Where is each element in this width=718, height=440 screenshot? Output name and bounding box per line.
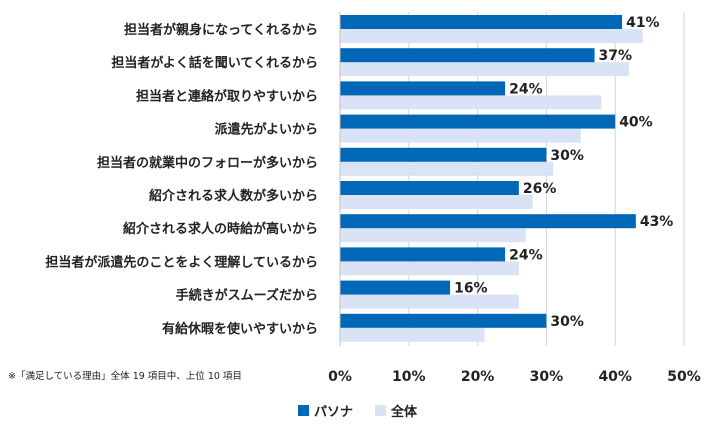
x-tick-label-0: 0% (328, 369, 352, 385)
x-tick-label-3: 30% (530, 369, 564, 385)
bar-overall-6 (340, 228, 526, 243)
bar-overall-1 (340, 62, 629, 77)
legend-swatch-pasona (298, 405, 309, 416)
chart-note: ※「満足している理由」全体 19 項目中、上位 10 項目 (8, 371, 242, 382)
value-label-pasona-2: 24% (509, 81, 543, 97)
legend-item-overall: 全体 (375, 401, 417, 420)
bar-pasona-8 (340, 280, 451, 295)
bar-pasona-0 (340, 15, 623, 29)
value-label-pasona-9: 30% (550, 314, 584, 330)
bar-pasona-1 (340, 48, 595, 63)
x-tick-label-1: 10% (392, 369, 426, 385)
category-label-2: 担当者と連絡が取りやすいから (136, 88, 318, 104)
category-label-5: 紹介される求人数が多いから (149, 188, 318, 204)
bar-overall-3 (340, 128, 581, 143)
bar-overall-9 (340, 327, 485, 342)
x-tick-label-2: 20% (461, 369, 495, 385)
category-label-9: 有給休暇を使いやすいから (162, 321, 318, 337)
legend-swatch-overall (375, 405, 387, 416)
value-label-pasona-1: 37% (599, 48, 633, 64)
legend: パソナ 全体 (298, 401, 439, 420)
category-label-7: 担当者が派遣先のことをよく理解しているから (45, 254, 318, 270)
bar-overall-5 (340, 195, 533, 209)
bar-overall-0 (340, 29, 643, 43)
bar-overall-7 (340, 261, 519, 276)
legend-label-pasona: パソナ (314, 405, 354, 420)
bar-overall-2 (340, 95, 602, 110)
x-tick-label-4: 40% (598, 369, 632, 385)
bar-pasona-5 (340, 181, 519, 195)
category-label-1: 担当者がよく話を聞いてくれるから (111, 55, 318, 71)
bar-pasona-6 (340, 214, 636, 229)
bar-overall-4 (340, 161, 554, 176)
category-label-0: 担当者が親身になってくれるから (124, 22, 318, 38)
legend-item-pasona: パソナ (298, 401, 353, 420)
bar-pasona-4 (340, 147, 547, 162)
value-label-pasona-5: 26% (523, 181, 557, 197)
value-label-pasona-8: 16% (454, 281, 488, 297)
x-tick-label-5: 50% (667, 369, 701, 385)
value-label-pasona-0: 41% (626, 15, 660, 31)
category-label-4: 担当者の就業中のフォローが多いから (97, 155, 318, 171)
value-label-pasona-7: 24% (509, 247, 543, 263)
value-label-pasona-4: 30% (550, 148, 584, 164)
bar-pasona-7 (340, 247, 506, 262)
category-label-3: 派遣先がよいから (215, 122, 318, 138)
category-label-8: 手続きがスムーズだから (176, 288, 318, 304)
bar-pasona-9 (340, 313, 547, 328)
bar-overall-8 (340, 294, 519, 309)
value-label-pasona-3: 40% (619, 115, 653, 131)
category-label-6: 紹介される求人の時給が高いから (123, 221, 318, 237)
legend-label-overall: 全体 (391, 405, 418, 420)
value-label-pasona-6: 43% (640, 214, 674, 230)
bar-pasona-2 (340, 81, 506, 96)
bar-pasona-3 (340, 114, 616, 129)
